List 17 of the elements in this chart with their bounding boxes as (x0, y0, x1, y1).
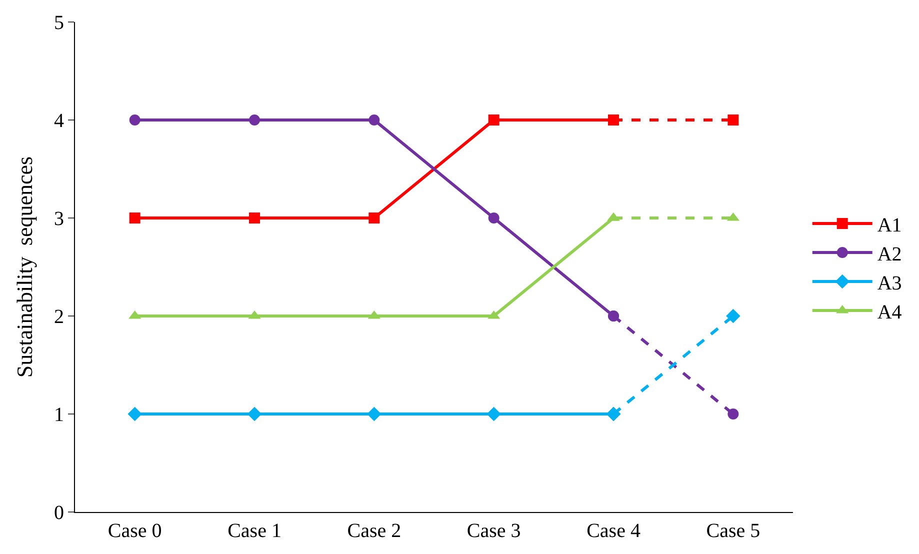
y-axis-title: Sustainability sequences (12, 156, 37, 378)
x-tick-label: Case 0 (108, 520, 162, 542)
y-tick-label: 4 (54, 110, 64, 132)
x-tick-label: Case 1 (228, 520, 282, 542)
legend-label: A2 (877, 243, 902, 266)
y-tick-label: 5 (54, 12, 64, 34)
legend-label: A4 (877, 301, 902, 324)
x-tick-label: Case 2 (347, 520, 402, 542)
legend-label: A3 (877, 272, 902, 294)
y-tick-label: 0 (54, 502, 64, 524)
y-tick-label: 3 (54, 208, 64, 230)
x-tick-label: Case 3 (466, 520, 521, 542)
y-tick-label: 1 (54, 404, 64, 426)
legend-label: A1 (877, 214, 902, 236)
x-tick-label: Case 4 (586, 520, 640, 542)
x-tick-label: Case 5 (706, 520, 760, 542)
y-tick-label: 2 (54, 306, 64, 328)
